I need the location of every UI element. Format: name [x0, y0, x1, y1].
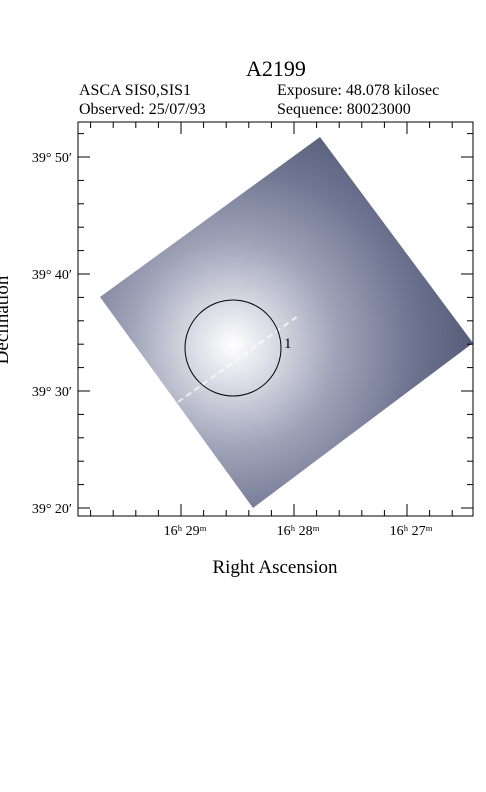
title: A2199: [246, 56, 306, 81]
y-tick-label: 39° 30′: [32, 385, 72, 400]
y-tick-label: 39° 40′: [32, 268, 72, 283]
exposure: Exposure: 48.078 kilosec: [277, 82, 439, 99]
plot-frame: [77, 121, 474, 517]
x-axis-label: Right Ascension: [212, 557, 338, 578]
source-circle: [184, 299, 282, 397]
ticks: [78, 122, 473, 516]
y-axis-label: Declination: [0, 275, 13, 364]
x-tick-label: 16ʰ 27ᵐ: [390, 524, 433, 539]
image: [100, 137, 473, 508]
instrument: ASCA SIS0,SIS1: [79, 82, 191, 99]
x-tick-label: 16ʰ 29ᵐ: [164, 524, 207, 539]
sequence: Sequence: 80023000: [277, 101, 411, 118]
y-tick-label: 39° 50′: [32, 151, 72, 166]
observed: Observed: 25/07/93: [79, 101, 206, 118]
x-tick-label: 16ʰ 28ᵐ: [277, 524, 320, 539]
source-label: 1: [284, 336, 292, 352]
y-tick-label: 39° 20′: [32, 502, 72, 517]
